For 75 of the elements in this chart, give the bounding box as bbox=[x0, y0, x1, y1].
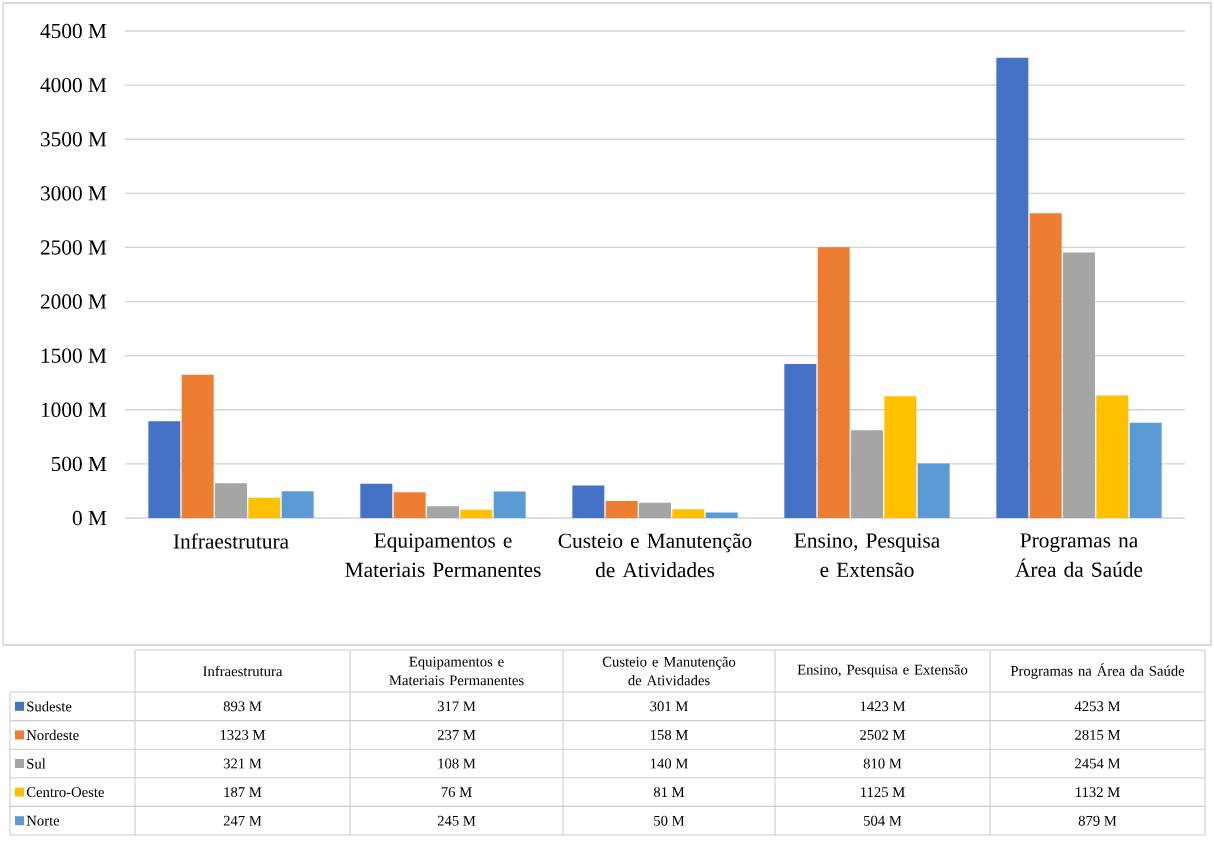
bar bbox=[851, 430, 883, 518]
bar bbox=[817, 247, 850, 518]
bar bbox=[1029, 213, 1062, 518]
bar bbox=[427, 506, 460, 518]
data-label: 1132 M bbox=[1076, 787, 1120, 798]
data-label: 504 M bbox=[864, 815, 902, 826]
legend-label: Sudeste bbox=[27, 701, 72, 712]
data-label: 1323 M bbox=[220, 729, 266, 740]
category-label: Equipamentos e Materiais Permanentes bbox=[389, 656, 524, 686]
bar bbox=[1096, 395, 1129, 518]
x-tick-label: Infraestrutura bbox=[173, 533, 289, 549]
legend-label: Sul bbox=[27, 758, 46, 769]
bar bbox=[215, 483, 247, 518]
data-label: 4253 M bbox=[1074, 701, 1121, 712]
bar bbox=[884, 396, 917, 518]
bar bbox=[917, 463, 950, 518]
y-tick-label: 3000 M bbox=[41, 186, 107, 201]
bar bbox=[493, 491, 526, 518]
category-label: Programas na Área da Saúde bbox=[1010, 663, 1185, 679]
bar bbox=[996, 57, 1029, 518]
data-label: 245 M bbox=[437, 815, 476, 826]
bar bbox=[672, 509, 705, 518]
bar bbox=[1063, 252, 1096, 518]
data-label: 810 M bbox=[863, 758, 902, 769]
bar bbox=[605, 500, 638, 518]
category-label: Infraestrutura bbox=[203, 665, 283, 677]
bar bbox=[281, 491, 314, 518]
data-label: 317 M bbox=[437, 701, 476, 712]
legend-label: Centro-Oeste bbox=[26, 787, 104, 798]
y-tick-label: 1000 M bbox=[41, 402, 107, 417]
data-label: 187 M bbox=[224, 787, 262, 798]
x-tick-label: Ensino, Pesquisa e Extensão bbox=[794, 533, 940, 578]
data-label: 108 M bbox=[438, 758, 476, 769]
category-label: Ensino, Pesquisa e Extensão bbox=[797, 664, 968, 678]
y-tick-label: 2000 M bbox=[40, 294, 107, 309]
data-label: 2454 M bbox=[1075, 758, 1121, 769]
y-tick-label: 3500 M bbox=[41, 132, 107, 147]
y-tick-label: 2500 M bbox=[40, 240, 107, 255]
bar bbox=[639, 502, 672, 518]
data-label: 893 M bbox=[223, 701, 262, 712]
data-label: 81 M bbox=[653, 787, 685, 798]
y-tick-label: 1500 M bbox=[41, 348, 107, 363]
y-tick-label: 4000 M bbox=[40, 77, 107, 93]
bar bbox=[705, 512, 738, 518]
y-tick-label: 500 M bbox=[51, 456, 107, 472]
y-tick-label: 0 M bbox=[72, 510, 107, 526]
data-label: 237 M bbox=[437, 729, 476, 740]
y-tick-label: 4500 M bbox=[40, 23, 107, 39]
bar bbox=[1129, 422, 1162, 518]
data-label: 1125 M bbox=[861, 787, 905, 798]
x-tick-label: Custeio e Manutenção de Atividades bbox=[558, 533, 752, 578]
data-label: 321 M bbox=[223, 758, 262, 769]
x-tick-label: Equipamentos e Materiais Permanentes bbox=[345, 533, 541, 578]
data-label: 50 M bbox=[654, 815, 685, 826]
data-label: 2815 M bbox=[1075, 729, 1121, 740]
legend-label: Nordeste bbox=[26, 729, 79, 741]
bar bbox=[248, 497, 281, 518]
bar bbox=[360, 483, 393, 518]
data-label: 140 M bbox=[650, 758, 688, 769]
data-label: 247 M bbox=[223, 815, 262, 826]
bar bbox=[148, 421, 181, 518]
data-label: 2502 M bbox=[860, 729, 906, 740]
data-label: 879 M bbox=[1078, 815, 1117, 826]
bar bbox=[460, 509, 493, 518]
bar bbox=[784, 364, 817, 518]
bar bbox=[393, 492, 426, 518]
data-label: 76 M bbox=[441, 787, 472, 798]
bar bbox=[572, 485, 605, 518]
x-tick-label: Programas na Área da Saúde bbox=[1015, 533, 1143, 577]
category-label: Custeio e Manutenção de Atividades bbox=[602, 656, 736, 686]
data-label: 1423 M bbox=[860, 701, 906, 712]
legend-label: Norte bbox=[26, 815, 60, 826]
data-label: 158 M bbox=[650, 729, 688, 740]
data-label: 301 M bbox=[650, 701, 688, 712]
bar bbox=[181, 374, 214, 518]
